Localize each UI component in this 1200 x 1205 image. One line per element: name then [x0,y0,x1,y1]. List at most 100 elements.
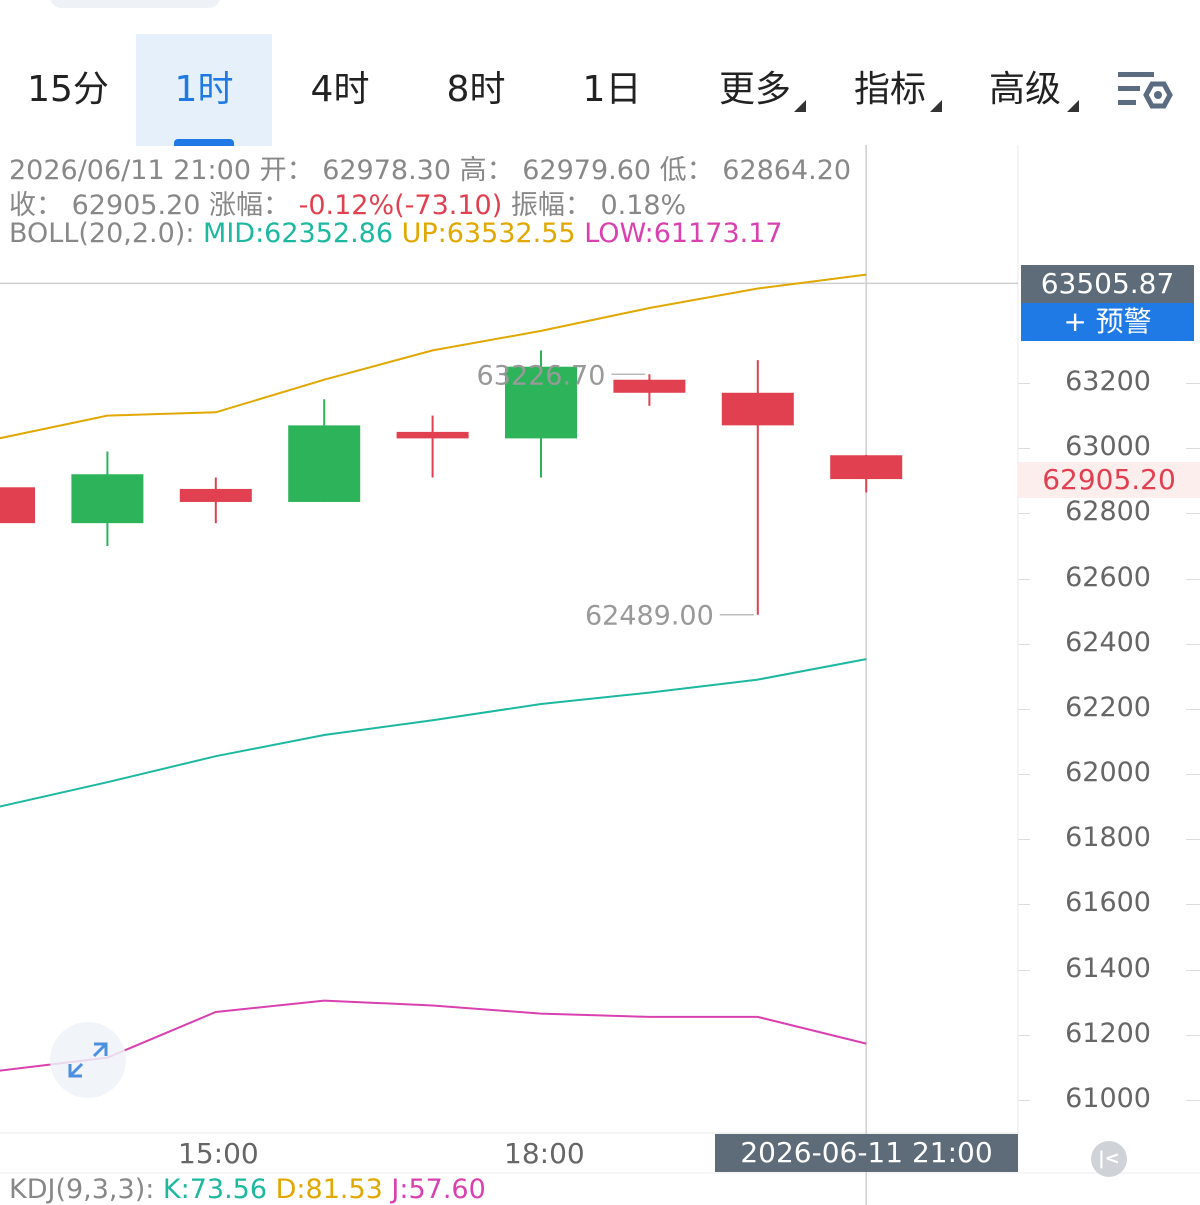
price-axis-label: 63200 [1065,366,1151,397]
price-axis-label: 62400 [1065,626,1151,658]
price-axis-label: 61600 [1065,887,1151,919]
price-axis-tick [1018,708,1030,710]
candle-body [71,474,144,524]
candlestick-chart[interactable]: 63226.70 62489.00 [0,145,1200,1205]
change-label: 涨幅： [209,190,291,221]
tab-1d[interactable]: 1日 [582,69,642,110]
price-axis-label: 62200 [1065,691,1151,723]
crosshair-time-tag: 2026-06-11 21:00 [715,1134,1018,1172]
candle-body [179,488,252,502]
low-value: 62864.20 [722,155,852,186]
price-axis-label: 61200 [1065,1017,1151,1049]
boll-legend: BOLL(20,2.0): MID:62352.86 UP:63532.55 L… [9,218,783,249]
price-axis-tick [1186,578,1200,580]
price-annotation: 62489.00 [585,601,714,632]
add-alert-button[interactable]: + 预警 [1021,303,1194,341]
candle-body [0,487,35,524]
change-value: -0.12%(-73.10) [298,190,503,221]
tab-more[interactable]: 更多 [718,69,791,110]
kdj-d-value: D:81.53 [275,1174,383,1205]
price-axis-label: 61400 [1065,952,1151,984]
close-value: 62905.20 [71,190,201,221]
candle-body [721,392,794,426]
price-axis-tick [1186,904,1200,906]
kdj-k-value: K:73.56 [162,1174,268,1205]
candle[interactable] [396,415,469,478]
kdj-j-value: J:57.60 [391,1174,486,1205]
price-axis-tick [1186,383,1200,384]
price-axis-tick [1186,513,1200,515]
candle-body [830,455,903,480]
price-axis-tick [1186,839,1200,841]
price-axis-tick [1186,708,1200,710]
boll-mid-value: MID:62352.86 [203,218,394,249]
candle[interactable] [505,350,577,478]
tab-15m[interactable]: 15分 [27,69,109,110]
price-axis-label: 63000 [1065,431,1151,463]
crosshair-price-tag: 63505.87 [1021,265,1194,303]
timeframe-tabs: 15分 1时 4时 8时 1日 更多 指标 高级 [0,34,1200,146]
price-axis-label: 62000 [1065,757,1151,789]
expand-icon[interactable] [50,1022,126,1098]
dropdown-triangle-icon [794,100,806,112]
candle[interactable] [613,374,686,406]
kdj-legend: KDJ(9,3,3): K:73.56 D:81.53 J:57.60 [9,1174,486,1205]
price-axis-tick [1018,1100,1030,1101]
tab-advanced[interactable]: 高级 [988,69,1061,110]
boll-lower-line [0,999,867,1072]
price-axis-tick [1018,643,1030,645]
last-price-tag: 62905.20 [1018,462,1200,498]
candle[interactable] [830,454,903,493]
price-axis-tick [1186,774,1200,776]
price-axis-tick [1186,643,1200,645]
tab-8h[interactable]: 8时 [446,69,506,110]
amplitude-label: 振幅： [510,190,592,221]
high-value: 62979.60 [522,155,652,186]
ohlc-line-2: 收： 62905.20 涨幅： -0.12%(-73.10) 振幅： 0.18% [9,183,686,222]
chart-settings-icon[interactable] [1112,34,1176,146]
boll-low-value: LOW:61173.17 [584,218,783,249]
price-axis-label: 62800 [1065,496,1151,528]
candle-body [396,431,469,439]
price-axis-tick [1186,1100,1200,1101]
candle[interactable] [721,360,794,615]
boll-upper-line [0,273,867,440]
candle[interactable] [0,487,35,524]
price-axis-tick [1018,448,1030,450]
price-axis-label: 61800 [1065,822,1151,854]
price-annotation: 63226.70 [477,360,606,391]
price-axis-tick [1018,904,1030,906]
candle[interactable] [71,451,144,546]
candle-body [505,366,577,439]
price-axis-tick [1018,774,1030,776]
ohlc-line-1: 2026/06/11 21:00 开： 62978.30 高： 62979.60… [9,148,851,187]
kdj-label: KDJ(9,3,3): [9,1174,155,1205]
candle[interactable] [288,399,361,502]
candle[interactable] [179,477,252,524]
price-axis-tick [1018,578,1030,580]
price-axis-label: 61000 [1065,1083,1151,1114]
price-axis-tick [1018,383,1030,384]
price-axis-tick [1018,513,1030,515]
boll-label: BOLL(20,2.0): [9,218,195,249]
close-label: 收： [9,190,63,221]
time-axis-label: 18:00 [504,1137,585,1170]
price-axis-tick [1186,448,1200,450]
boll-mid-line [0,658,867,808]
scroll-to-latest-icon[interactable]: |< [1091,1141,1127,1177]
price-axis-tick [1018,1034,1030,1036]
tab-4h[interactable]: 4时 [310,69,370,110]
price-axis-label: 62600 [1065,561,1151,593]
search-pill[interactable] [50,0,220,8]
high-label: 高： [459,155,514,186]
dropdown-triangle-icon [1067,100,1079,112]
datetime-value: 2026/06/11 21:00 [9,155,252,186]
open-label: 开： [259,155,314,186]
amplitude-value: 0.18% [600,190,687,221]
tab-1h[interactable]: 1时 [136,34,272,146]
tab-indicators[interactable]: 指标 [853,69,926,110]
price-axis-tick [1018,969,1030,971]
dropdown-triangle-icon [930,100,942,112]
boll-up-value: UP:63532.55 [401,218,576,249]
low-label: 低： [659,155,714,186]
